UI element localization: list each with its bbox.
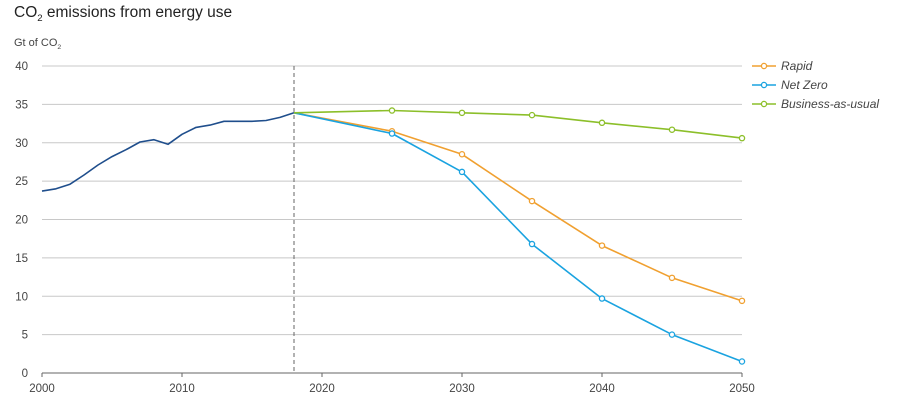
y-tick-label: 35 — [15, 99, 28, 111]
legend: Rapid Net Zero Business-as-usual — [752, 59, 879, 111]
title-main: CO — [14, 4, 38, 21]
title-rest: emissions from energy use — [42, 4, 233, 21]
legend-marker — [760, 81, 768, 89]
y-axis-label-main: Gt of CO — [14, 37, 58, 49]
data-point — [388, 107, 396, 114]
data-point — [668, 274, 676, 282]
y-tick-label: 15 — [15, 253, 28, 265]
data-point — [528, 240, 536, 248]
data-point — [528, 197, 536, 205]
data-point — [668, 126, 676, 133]
title-subscript: 2 — [37, 13, 43, 25]
y-tick-label: 30 — [15, 138, 28, 150]
x-tick-label: 2050 — [729, 383, 755, 395]
data-point — [598, 242, 606, 249]
data-point — [738, 134, 746, 142]
x-tick-label: 2030 — [449, 383, 475, 395]
data-point — [528, 111, 536, 119]
data-point — [388, 130, 396, 137]
y-tick-label: 40 — [15, 61, 28, 73]
x-tick-label: 2040 — [589, 383, 615, 395]
y-tick-label: 25 — [15, 176, 28, 188]
data-point — [458, 151, 466, 158]
x-tick-label: 2010 — [169, 383, 195, 395]
y-axis-ticks: 0 5 10 15 20 25 30 35 40 — [15, 61, 28, 380]
data-point — [668, 331, 676, 338]
data-point — [738, 358, 746, 365]
x-tick-label: 2020 — [309, 383, 335, 395]
series-group — [41, 107, 746, 365]
data-point — [458, 168, 466, 176]
series-line-historical — [41, 112, 295, 192]
y-tick-label: 10 — [15, 291, 28, 303]
legend-marker — [760, 100, 768, 108]
legend-label: Rapid — [781, 59, 813, 73]
series-line-business-as-usual — [293, 109, 743, 139]
data-point — [598, 119, 606, 127]
legend-marker — [760, 62, 768, 70]
chart-title: CO2 emissions from energy use — [14, 4, 232, 24]
data-point — [458, 109, 466, 117]
x-axis-ticks: 2000 2010 2020 2030 2040 2050 — [29, 373, 755, 395]
y-axis-label: Gt of CO2 — [14, 37, 61, 51]
y-tick-label: 20 — [15, 215, 28, 227]
y-axis-label-subscript: 2 — [57, 44, 62, 52]
series-line-rapid — [293, 112, 743, 302]
x-tick-label: 2000 — [29, 383, 55, 395]
data-point — [738, 297, 746, 305]
y-tick-label: 0 — [22, 368, 28, 380]
grid-lines — [42, 65, 742, 336]
legend-label: Net Zero — [781, 78, 828, 92]
series-line-net-zero — [293, 112, 743, 363]
data-point — [598, 295, 606, 302]
legend-label: Business-as-usual — [781, 97, 879, 111]
y-tick-label: 5 — [22, 330, 28, 342]
